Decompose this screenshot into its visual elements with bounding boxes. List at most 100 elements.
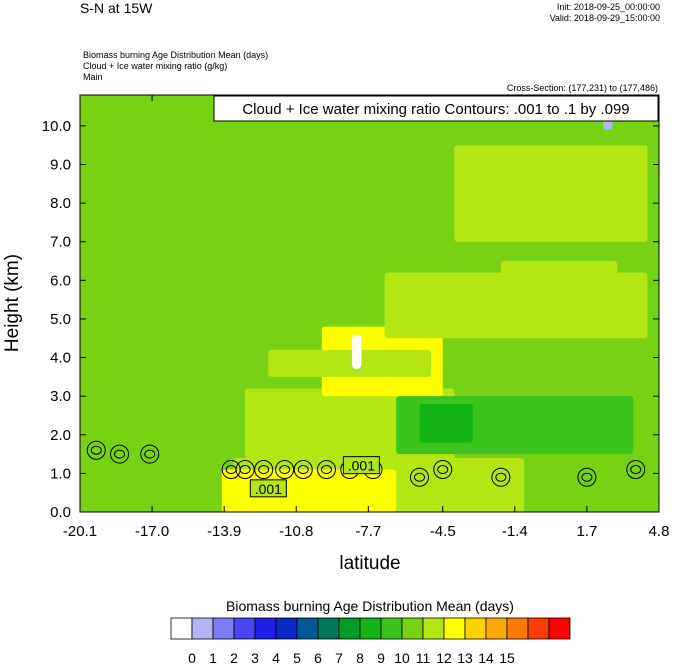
x-axis-label: latitude [339,553,400,574]
colorbar-label-1: 1 [209,650,217,666]
x-tick-label-4: -7.7 [355,523,381,540]
contour-inner-4 [239,465,251,475]
contour-inner-13 [495,472,507,482]
contour-annotation-box-1 [342,456,380,475]
contour-inner-14 [581,472,593,482]
contour-inner-8 [320,465,332,475]
x-tick-label-7: 1.7 [576,523,597,540]
contour-label-box [213,95,659,122]
colorbar-swatch-3 [233,617,256,640]
contour-loop-5 [254,460,274,480]
contour-loop-14 [577,467,597,487]
colorbar-swatch-14 [464,617,487,640]
shaded-region-8 [500,261,618,289]
colorbar-swatch-6 [296,617,319,640]
shaded-regions [80,95,659,512]
contour-loop-6 [275,460,295,480]
contour-loop-12 [409,467,429,487]
contour-inner-2 [144,449,156,459]
y-tick-label-0: 0.0 [50,504,71,521]
colorbar-label-12: 12 [436,650,452,666]
contour-annotation-1: .001 [348,458,375,474]
colorbar-swatch-17 [527,617,550,640]
contour-inner-0 [90,445,102,455]
contour-inner-11 [437,465,449,475]
y-tick-label-3: 3.0 [50,388,71,405]
contour-loop-15 [626,460,646,480]
init-time: Init: 2018-09-25_00:00:00 [556,2,660,12]
colorbar-label-8: 8 [356,650,364,666]
colorbar-label-10: 10 [394,650,410,666]
colorbar-label-14: 14 [478,650,494,666]
contour-loop-11 [433,460,453,480]
colorbar-swatch-16 [506,617,529,640]
colorbar-swatch-7 [317,617,340,640]
colorbar-label-2: 2 [230,650,238,666]
x-tick-label-8: 4.8 [649,523,670,540]
colorbar-label-11: 11 [416,650,431,666]
y-tick-label-8: 8.0 [50,195,71,212]
y-tick-label-4: 4.0 [50,350,71,367]
colorbar-label-3: 3 [251,650,259,666]
y-tick-label-6: 6.0 [50,272,71,289]
colorbar-swatch-12 [422,617,445,640]
contour-inner-7 [297,465,309,475]
field-line-shaded: Biomass burning Age Distribution Mean (d… [83,50,269,60]
colorbar-label-4: 4 [272,650,280,666]
y-axis-label: Height (km) [2,254,23,352]
contour-label: Cloud + Ice water mixing ratio Contours:… [242,101,629,118]
contour-lines [86,440,646,487]
colorbar-swatch-2 [212,617,235,640]
contour-inner-1 [114,449,126,459]
contour-annotations: .001 .001 [249,456,380,498]
colorbar-label-13: 13 [457,650,473,666]
cross-section-label: Cross-Section: (177,231) to (177,486) [506,83,658,93]
contour-inner-12 [413,472,425,482]
y-tick-label-1: 1.0 [50,465,71,482]
valid-time: Valid: 2018-09-29_15:00:00 [549,13,660,23]
contour-loop-0 [86,440,106,460]
colorbar-title: Biomass burning Age Distribution Mean (d… [226,598,514,614]
y-tick-label-9: 9.0 [50,157,71,174]
contour-annotation-box-0 [249,479,287,498]
colorbar-swatch-11 [401,617,424,640]
plot-title: S-N at 15W [80,0,153,16]
x-tick-label-1: -17.0 [135,523,169,540]
colorbar-label-7: 7 [335,650,343,666]
colorbar-swatch-18 [548,617,571,640]
contour-inner-5 [258,465,270,475]
y-tick-label-5: 5.0 [50,311,71,328]
shaded-region-11 [352,334,362,370]
y-tick-label-7: 7.0 [50,234,71,251]
colorbar-swatch-9 [359,617,382,640]
colorbar-label-6: 6 [314,650,322,666]
colorbar-swatch-5 [275,617,298,640]
colorbar: 0 1 2 3 4 5 6 7 8 9 10 11 12 13 14 15 [170,617,571,666]
contour-loop-7 [293,460,313,480]
contour-inner-15 [630,465,642,475]
shaded-region-6 [384,272,648,339]
x-tick-label-2: -13.9 [207,523,241,540]
field-line-contour: Cloud + Ice water mixing ratio (g/kg) [83,61,228,71]
colorbar-swatch-8 [338,617,361,640]
contour-loop-13 [491,467,511,487]
contour-loop-2 [140,444,160,464]
plot-frame [79,94,660,513]
x-tick-label-0: -20.1 [63,523,97,540]
colorbar-label-0: 0 [188,650,196,666]
shaded-region-5 [268,349,432,377]
y-tick-label-10: 10.0 [42,118,71,135]
colorbar-swatch-4 [254,617,277,640]
contour-annotation-0: .001 [255,481,282,497]
contour-loop-1 [110,444,130,464]
colorbar-label-5: 5 [293,650,301,666]
x-tick-label-5: -4.5 [430,523,456,540]
colorbar-swatch-13 [443,617,466,640]
x-tick-label-6: -1.4 [502,523,528,540]
shaded-region-7 [454,145,648,242]
shaded-region-10 [419,403,473,443]
contour-inner-6 [279,465,291,475]
contour-loop-4 [235,460,255,480]
axis-ticks: -20.1 -17.0 -13.9 -10.8 -7.7 -4.5 -1.4 1.7 4.8 0.… [42,95,670,540]
